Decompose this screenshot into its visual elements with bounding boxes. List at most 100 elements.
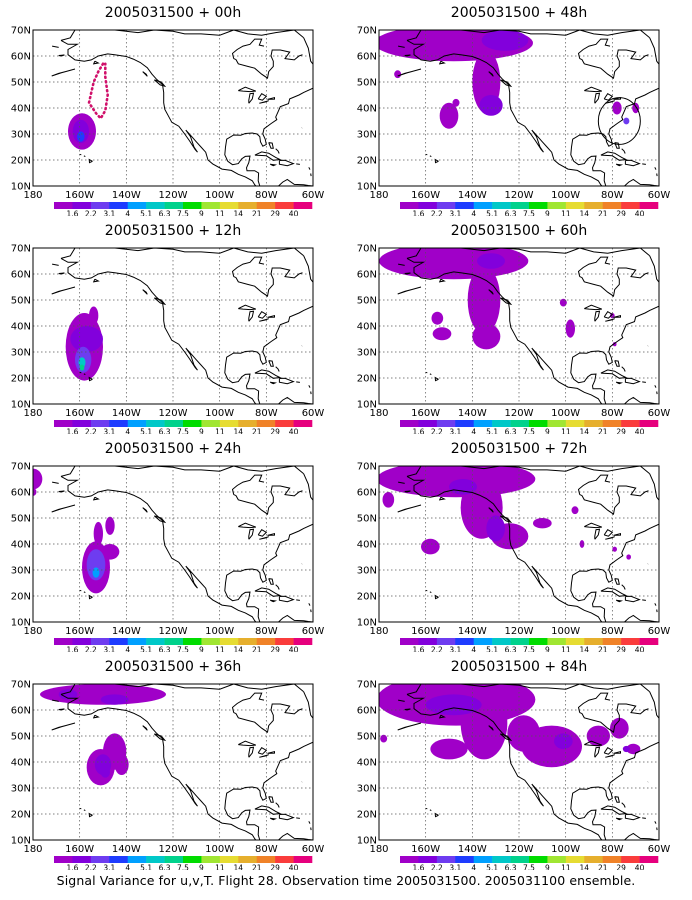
colorbar-label: 7.5 — [177, 646, 189, 653]
gridlines — [379, 248, 659, 404]
colorbar-swatch — [400, 202, 419, 209]
lat-tick-label: 30N — [357, 348, 377, 359]
observation-circle — [597, 97, 641, 145]
colorbar-swatch — [293, 856, 313, 863]
lon-tick-label: 80W — [255, 190, 278, 201]
colorbar-swatch — [418, 856, 438, 863]
colorbar-label: 6.3 — [159, 210, 171, 217]
variance-field — [65, 306, 103, 381]
colorbar-label: 5.1 — [486, 864, 498, 871]
colorbar-label: 3.1 — [103, 210, 115, 217]
colorbar-swatch — [90, 638, 110, 645]
colorbar-swatch — [256, 638, 276, 645]
lon-tick-label: 180 — [23, 844, 42, 855]
lon-tick-label: 140W — [458, 626, 487, 637]
colorbar-swatch — [127, 856, 147, 863]
colorbar-swatch — [109, 420, 129, 427]
colorbar-swatch — [473, 856, 493, 863]
lat-tick-label: 70N — [357, 462, 377, 473]
lat-tick-label: 40N — [11, 540, 31, 551]
lat-tick-label: 10N — [11, 836, 31, 847]
colorbar-label: 9 — [199, 646, 204, 653]
colorbar-label: 4 — [471, 646, 476, 653]
lon-tick-label: 180 — [369, 408, 388, 419]
colorbar-swatch — [275, 420, 294, 427]
colorbar-label: 29 — [270, 646, 280, 653]
colorbar-swatch — [547, 856, 567, 863]
variance-blob — [431, 311, 444, 325]
colorbar-label: 21 — [252, 646, 262, 653]
colorbar-label: 21 — [598, 428, 608, 435]
panel-title: 2005031500 + 60h — [450, 223, 588, 239]
lat-tick-label: 20N — [357, 374, 377, 385]
lat-tick-label: 40N — [357, 322, 377, 333]
colorbar-swatch — [510, 856, 530, 863]
lon-tick-label: 60W — [648, 190, 671, 201]
colorbar-swatch — [109, 638, 129, 645]
colorbar-label: 4 — [471, 210, 476, 217]
colorbar-label: 29 — [616, 864, 626, 871]
colorbar-swatch — [418, 420, 438, 427]
lon-tick-label: 100W — [205, 190, 234, 201]
colorbar-swatch — [164, 638, 184, 645]
colorbar-swatch — [238, 420, 258, 427]
lat-tick-label: 40N — [11, 758, 31, 769]
lon-tick-label: 120W — [505, 190, 534, 201]
lat-tick-label: 70N — [11, 244, 31, 255]
gridlines — [33, 684, 313, 840]
lat-tick-label: 70N — [11, 26, 31, 37]
colorbar-swatch — [584, 638, 604, 645]
colorbar-swatch — [127, 420, 147, 427]
colorbar-label: 1.6 — [412, 210, 424, 217]
colorbar-swatch — [146, 420, 165, 427]
lon-tick-label: 180 — [369, 190, 388, 201]
lon-tick-label: 100W — [205, 626, 234, 637]
colorbar-label: 4 — [471, 428, 476, 435]
gridlines — [379, 684, 659, 840]
colorbar-swatch — [436, 856, 456, 863]
lat-tick-label: 10N — [357, 182, 377, 193]
colorbar-swatch — [400, 420, 419, 427]
colorbar-swatch — [256, 420, 276, 427]
lon-tick-label: 160W — [65, 190, 94, 201]
colorbar-swatch — [72, 420, 92, 427]
colorbar-label: 40 — [289, 210, 299, 217]
colorbar-swatch — [183, 856, 202, 863]
colorbar-swatch — [455, 420, 475, 427]
colorbar-swatch — [510, 420, 530, 427]
colorbar-swatch — [183, 638, 202, 645]
colorbar-swatch — [639, 638, 659, 645]
colorbar-swatch — [54, 856, 73, 863]
lat-tick-label: 40N — [11, 104, 31, 115]
colorbar-label: 7.5 — [523, 210, 535, 217]
lat-tick-label: 20N — [11, 374, 31, 385]
lon-tick-label: 180 — [23, 626, 42, 637]
colorbar-swatch — [183, 202, 202, 209]
colorbar-label: 21 — [598, 646, 608, 653]
colorbar-label: 9 — [545, 646, 550, 653]
lon-tick-label: 180 — [369, 626, 388, 637]
colorbar-swatch — [436, 420, 456, 427]
lat-tick-label: 60N — [11, 706, 31, 717]
lat-tick-label: 30N — [11, 784, 31, 795]
variance-blob — [78, 357, 86, 368]
colorbar-swatch — [492, 856, 511, 863]
colorbar-swatch — [164, 202, 184, 209]
colorbar-swatch — [54, 420, 73, 427]
map-frame — [378, 247, 660, 405]
map-frame — [32, 247, 314, 405]
lon-tick-label: 160W — [65, 626, 94, 637]
variance-blob — [425, 694, 482, 716]
lon-tick-label: 100W — [551, 408, 580, 419]
variance-blob — [92, 567, 100, 578]
coastline — [397, 684, 659, 840]
colorbar-label: 14 — [234, 646, 244, 653]
coastline — [51, 466, 313, 622]
panel-48h: 2005031500 + 48h 70N 60N 50N 40N 30N 20N 10N 18… — [346, 0, 692, 216]
lon-tick-label: 60W — [648, 408, 671, 419]
variance-blob — [486, 515, 505, 542]
